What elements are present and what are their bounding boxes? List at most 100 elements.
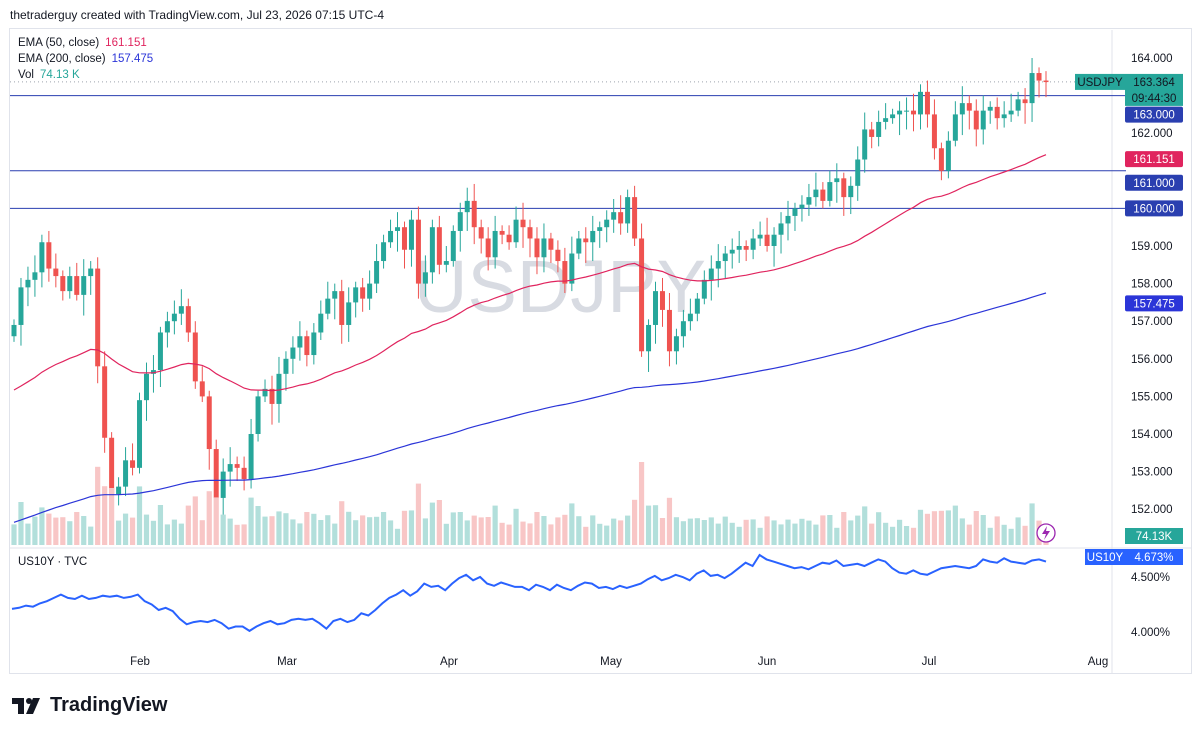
candle-body [102, 366, 108, 438]
volume-bar [81, 516, 87, 545]
us10y-tag-bg [1085, 549, 1125, 565]
volume-bar [520, 521, 526, 545]
candle-body [346, 302, 352, 325]
price-axis-label: 161.000 [1133, 178, 1175, 190]
candle-body [994, 106, 1000, 119]
volume-bar [631, 499, 638, 545]
candle-body [1015, 99, 1021, 111]
candle-body [381, 242, 387, 262]
candle-body [1029, 73, 1035, 104]
last-price-countdown: 09:44:30 [1132, 93, 1177, 105]
price-axis-label-bg [1125, 200, 1183, 217]
volume-bar [164, 524, 171, 545]
volume-bar [813, 524, 819, 545]
legend-ema50[interactable]: EMA (50, close) 161.151 [18, 36, 147, 50]
time-axis-tick: Aug [1088, 656, 1108, 668]
candle-body [255, 396, 261, 434]
volume-bar [478, 517, 484, 545]
volume-bar [611, 518, 617, 545]
candle-body [227, 464, 233, 472]
volume-bar [652, 505, 659, 545]
us10y-line [11, 553, 1047, 633]
candle-body [422, 272, 428, 284]
candle-body [862, 129, 868, 160]
volume-bar [46, 513, 52, 545]
candle-body [618, 212, 624, 224]
lightning-icon-glyph [1042, 526, 1050, 540]
volume-bar [834, 527, 840, 545]
candle-body [799, 204, 805, 209]
candle-body [464, 200, 470, 213]
candle-body [143, 373, 149, 401]
candle-body [95, 268, 101, 367]
candle-body [666, 309, 672, 352]
yield-axis-tick: 4.500% [1131, 572, 1170, 584]
price-axis-label-bg [1125, 295, 1183, 312]
time-axis-tick: Mar [277, 656, 297, 668]
price-axis-tick: 155.000 [1131, 391, 1173, 403]
volume-bar [241, 524, 247, 545]
volume-bar [373, 516, 380, 545]
candle-body [492, 230, 498, 258]
candle-body [736, 246, 742, 250]
volume-bar [959, 518, 965, 545]
volume-bar [806, 520, 812, 545]
volume-bar [785, 519, 791, 545]
candle-body [185, 306, 191, 333]
candle-body [959, 103, 965, 115]
volume-bar [722, 516, 728, 545]
volume-bar [778, 524, 784, 545]
candle-body [67, 276, 73, 292]
candle-body [234, 464, 240, 468]
volume-bar [464, 520, 470, 545]
candle-body [130, 460, 136, 468]
candle-body [248, 434, 254, 480]
candle-body [764, 234, 770, 246]
volume-axis-label-bg [1125, 528, 1183, 544]
volume-bar [876, 512, 882, 545]
volume-bar [757, 527, 763, 545]
volume-bar [290, 519, 296, 545]
candle-body [855, 159, 861, 186]
volume-bar [401, 510, 408, 545]
volume-bar [938, 510, 945, 545]
candle-body [632, 197, 638, 239]
legend-ema200[interactable]: EMA (200, close) 157.475 [18, 52, 153, 66]
volume-bar [673, 517, 680, 545]
price-axis-tick: 158.000 [1131, 279, 1173, 291]
volume-bar [973, 511, 979, 545]
volume-bar [562, 514, 568, 545]
legend-vol-value: 74.13 K [40, 69, 80, 81]
time-axis-tick: May [600, 656, 622, 668]
volume-bar [102, 486, 108, 545]
candle-body [701, 279, 707, 299]
candle-body [109, 437, 115, 495]
candle-body [395, 227, 401, 231]
volume-bar [95, 466, 101, 545]
volume-bar [883, 522, 889, 545]
chart-frame[interactable] [9, 28, 1192, 674]
volume-bar [764, 516, 770, 545]
legend-volume[interactable]: Vol 74.13 K [18, 68, 80, 82]
candle-body [485, 238, 491, 258]
candle-body [945, 140, 951, 171]
legend-us10y[interactable]: US10Y · TVC [18, 555, 87, 569]
last-price-bg [1125, 73, 1183, 106]
tradingview-logo-icon [12, 697, 40, 714]
candle-body [1022, 99, 1028, 104]
volume-bar [74, 512, 80, 545]
volume-bar [67, 521, 73, 545]
volume-bar [680, 521, 687, 545]
price-axis-tick: 152.000 [1131, 504, 1173, 516]
candle-body [520, 219, 526, 228]
volume-bar [820, 515, 826, 545]
tradingview-logo[interactable]: TradingView [12, 694, 167, 717]
price-axis-tick: 164.000 [1131, 53, 1173, 65]
volume-bar [39, 507, 45, 545]
volume-axis-label: 74.13K [1136, 531, 1173, 543]
candle-body [192, 332, 198, 382]
volume-bar [666, 497, 673, 545]
volume-bar [136, 486, 143, 545]
candle-body [715, 261, 721, 269]
